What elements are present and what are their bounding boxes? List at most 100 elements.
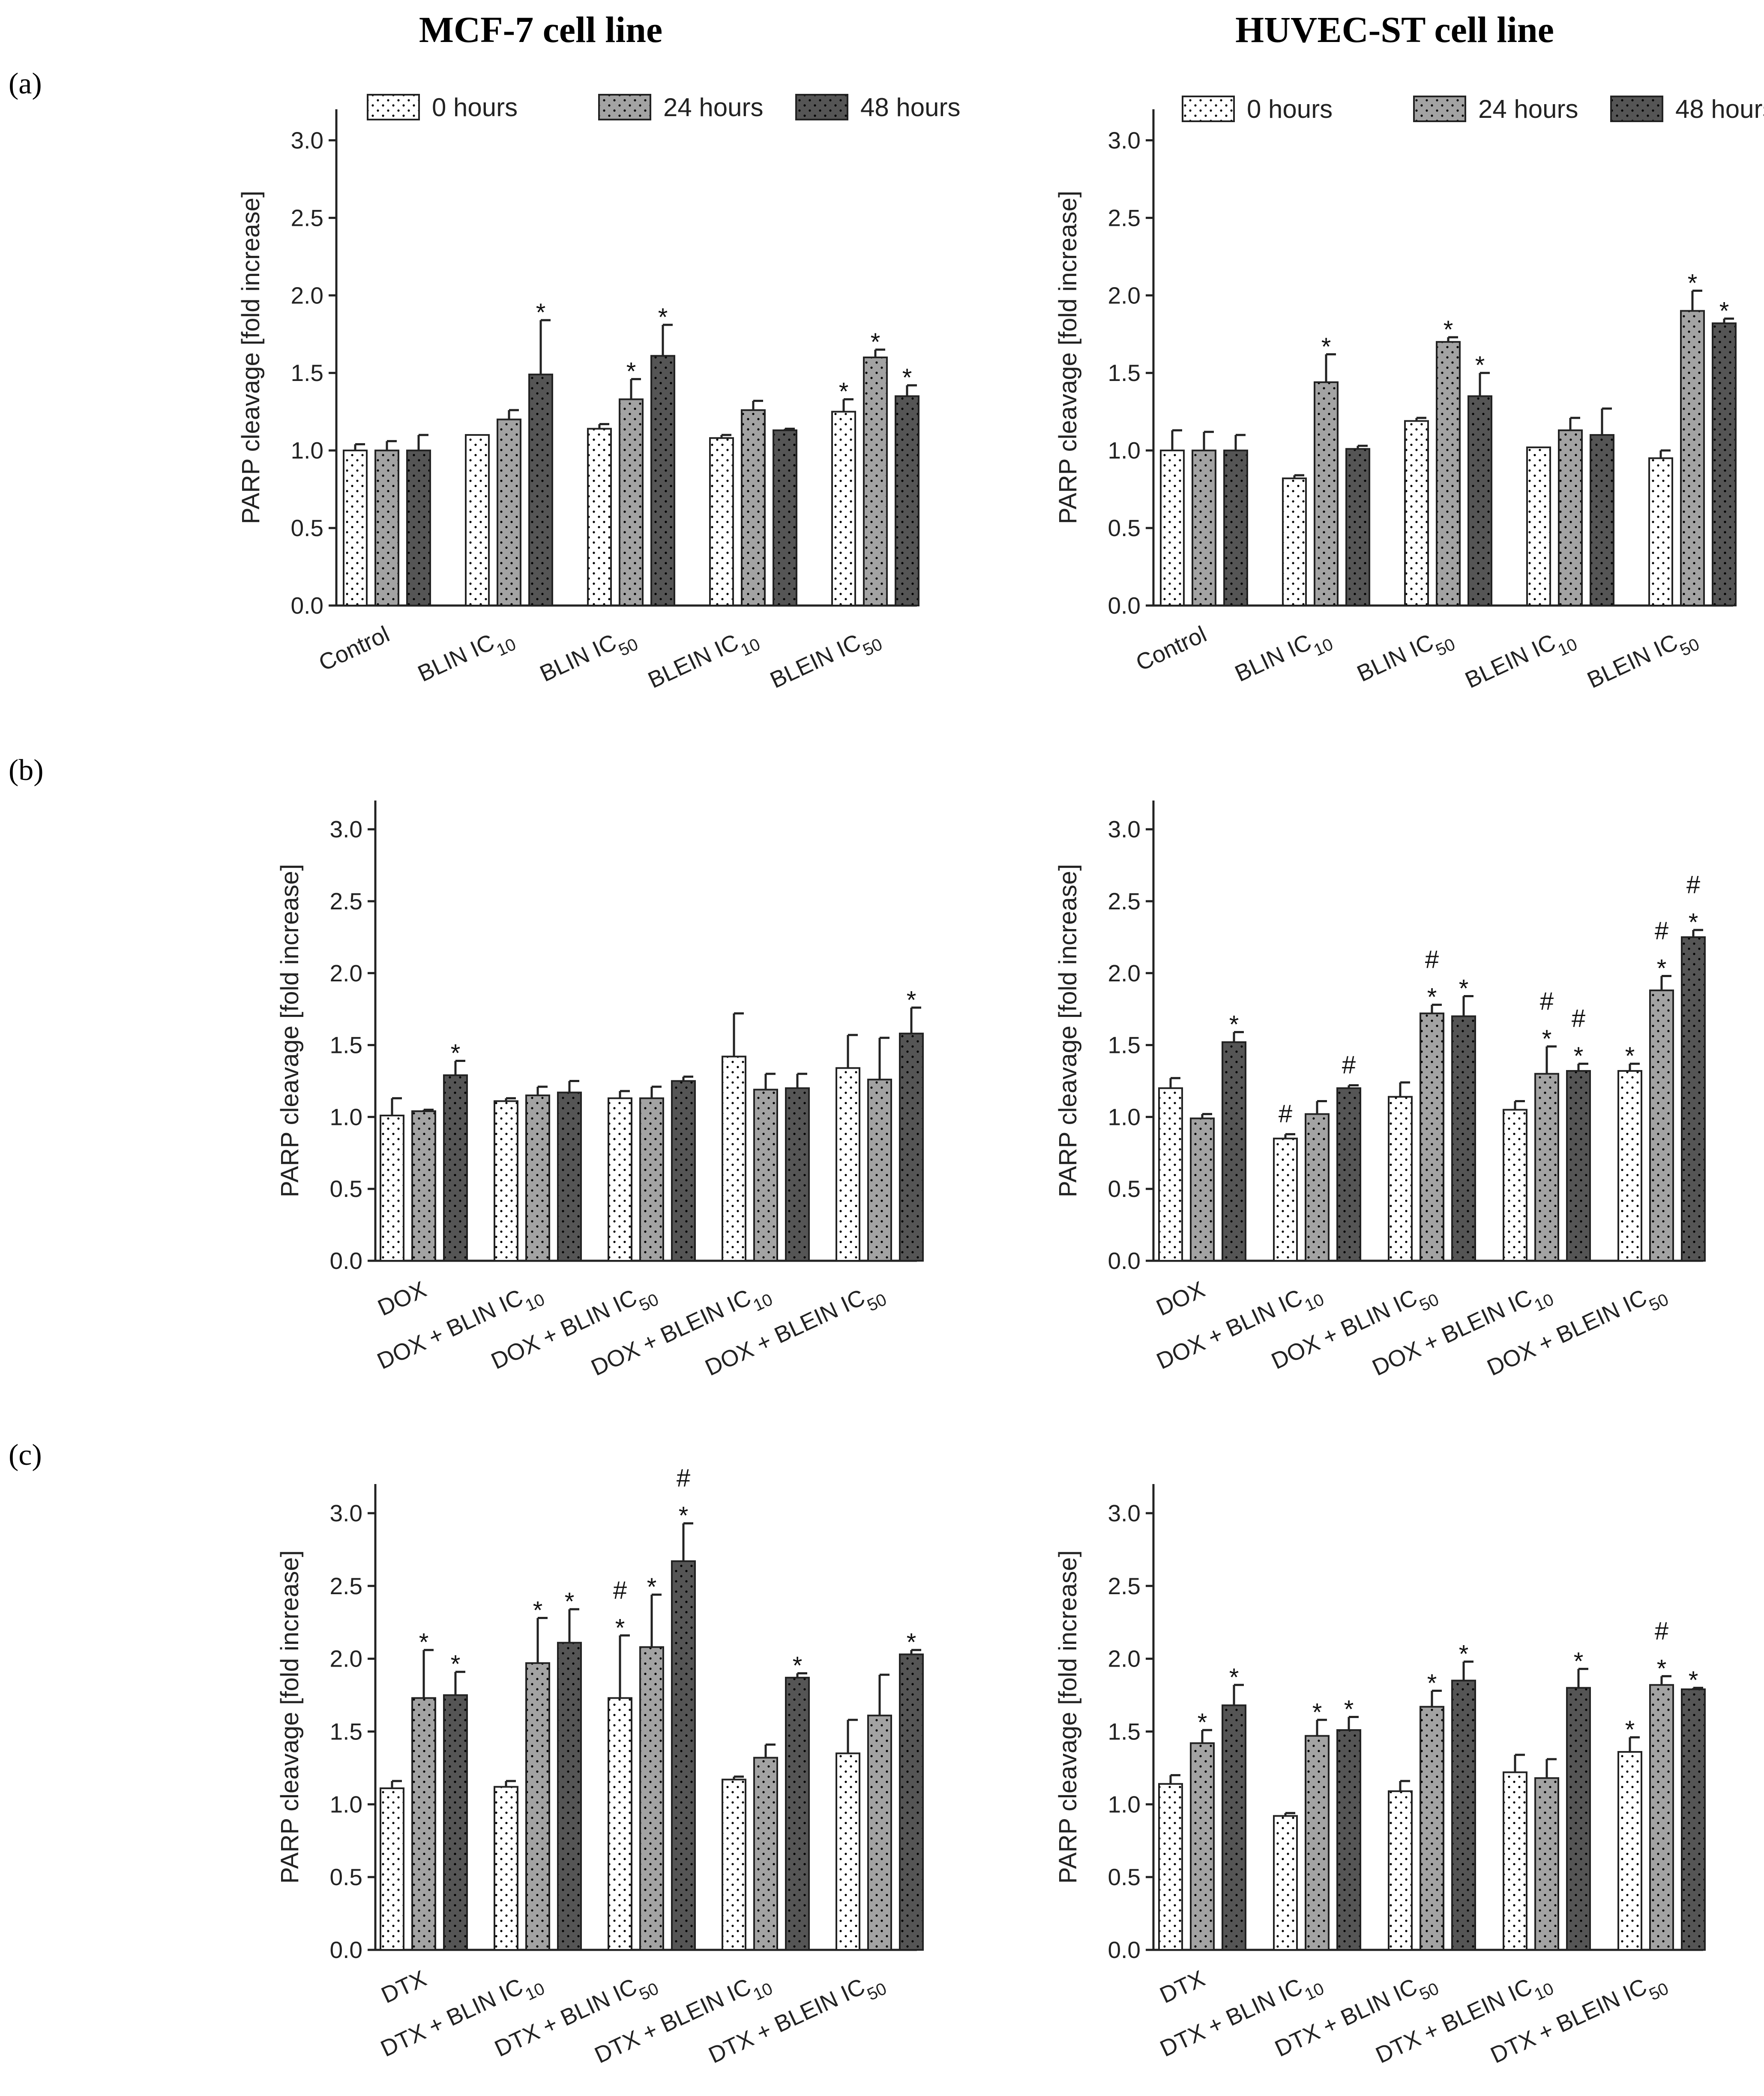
bar-48h: [773, 429, 797, 606]
significance-asterisk: *: [1475, 351, 1485, 379]
significance-asterisk: *: [871, 328, 881, 356]
bar-48h: [785, 1676, 810, 1951]
chart-a-mcf7: 0.0 0.5 1.0 1.5 2.0 2.5 3.0 PARP cleavage [fold…: [237, 109, 919, 701]
bar-48h: [899, 1653, 924, 1951]
legend-label-24h: 24 hours: [1478, 95, 1578, 123]
bar-0h: [1388, 1096, 1413, 1262]
y-axis-label: PARP cleavage [fold increase]: [1054, 191, 1082, 524]
bar-24h: [867, 1079, 892, 1262]
y-tick-label: 1.5: [1108, 360, 1141, 386]
y-tick-label: 2.5: [1108, 204, 1141, 231]
significance-hash: #: [1655, 917, 1668, 945]
bar-0h: [831, 411, 856, 606]
y-tick-label: 3.0: [291, 127, 323, 153]
y-tick-label: 0.5: [1108, 1175, 1141, 1202]
significance-asterisk: *: [1657, 1655, 1667, 1682]
y-tick-label: 1.0: [330, 1103, 362, 1130]
significance-asterisk: *: [907, 986, 916, 1014]
significance-asterisk: *: [565, 1588, 575, 1616]
bar-24h: [867, 1715, 892, 1951]
bar-0h: [1273, 1137, 1298, 1262]
bar-0h: [587, 428, 612, 607]
bar-48h: [1222, 1704, 1246, 1951]
y-tick-label: 3.0: [330, 1500, 362, 1526]
y-tick-label: 2.0: [330, 960, 362, 987]
y-tick-label: 0.0: [1108, 1937, 1141, 1963]
category-label: DOX: [374, 1276, 430, 1321]
bar-0h: [1617, 1751, 1642, 1951]
bar-0h: [343, 450, 368, 606]
legend-swatch-0h: [1182, 96, 1235, 122]
bar-24h: [863, 357, 888, 606]
bar-0h: [1158, 1087, 1183, 1262]
bar-48h: [1336, 1087, 1361, 1262]
bar-48h: [895, 395, 919, 606]
bar-0h: [1388, 1790, 1413, 1951]
bar-48h: [1223, 450, 1248, 606]
bar-24h: [1534, 1777, 1559, 1951]
legend-huvec: 0 hours 24 hours 48 hours: [1182, 95, 1764, 123]
y-tick-label: 0.0: [330, 1937, 362, 1963]
significance-asterisk: *: [1321, 333, 1331, 361]
bar-24h: [639, 1646, 664, 1951]
bar-0h: [709, 437, 734, 606]
significance-hash: #: [1572, 1005, 1585, 1032]
bar-48h: [1468, 395, 1492, 606]
bar-0h: [380, 1115, 404, 1262]
significance-asterisk: *: [658, 303, 668, 331]
bar-0h: [1282, 477, 1307, 606]
bar-0h: [1158, 1783, 1183, 1951]
y-tick-label: 1.0: [291, 437, 323, 464]
significance-asterisk: *: [1229, 1011, 1239, 1038]
y-tick-label: 3.0: [1108, 816, 1141, 843]
category-label: BLIN IC10: [1231, 621, 1336, 694]
legend-label-48h: 48 hours: [1675, 95, 1764, 123]
legend-label-0h: 0 hours: [432, 93, 518, 122]
bar-0h: [1503, 1109, 1527, 1262]
y-tick-label: 3.0: [1108, 127, 1141, 153]
category-label: DOX: [1153, 1276, 1209, 1321]
bar-24h: [525, 1662, 550, 1951]
bar-48h: [899, 1032, 924, 1262]
y-tick-label: 1.0: [1108, 1103, 1141, 1130]
category-label: BLIN IC50: [1353, 621, 1458, 694]
row-label-c: (c): [9, 1439, 42, 1472]
y-tick-label: 0.5: [291, 515, 323, 541]
y-tick-label: 0.0: [1108, 1247, 1141, 1274]
significance-asterisk: *: [1574, 1042, 1584, 1070]
legend-swatch-48h: [795, 94, 848, 120]
bar-24h: [411, 1110, 436, 1262]
y-tick-label: 1.5: [330, 1032, 362, 1058]
significance-asterisk: *: [1689, 1667, 1698, 1694]
significance-asterisk: *: [679, 1502, 689, 1530]
bar-48h: [671, 1080, 696, 1262]
significance-asterisk: *: [1459, 1640, 1469, 1668]
category-label: Control: [315, 621, 393, 676]
category-label: BLIN IC10: [414, 621, 519, 694]
y-tick-label: 0.0: [291, 592, 323, 619]
y-tick-label: 1.5: [330, 1718, 362, 1745]
significance-asterisk: *: [1198, 1709, 1207, 1736]
bar-48h: [1345, 448, 1370, 606]
legend-swatch-0h: [367, 94, 420, 120]
bar-24h: [1649, 1684, 1674, 1951]
bar-24h: [741, 409, 766, 606]
bar-48h: [406, 450, 431, 606]
bar-24h: [1192, 450, 1216, 606]
bar-48h: [1590, 434, 1614, 606]
significance-asterisk: *: [907, 1628, 916, 1656]
bar-24h: [1190, 1742, 1215, 1951]
category-label: BLEIN IC10: [1461, 621, 1580, 701]
y-tick-label: 2.0: [1108, 1646, 1141, 1672]
y-tick-label: 0.5: [1108, 1864, 1141, 1890]
bar-0h: [494, 1100, 518, 1262]
row-label-b: (b): [9, 754, 44, 787]
bar-24h: [1190, 1117, 1215, 1262]
significance-asterisk: *: [647, 1573, 657, 1601]
bar-48h: [1222, 1041, 1246, 1262]
significance-asterisk: *: [533, 1597, 543, 1625]
bar-24h: [753, 1088, 778, 1262]
bar-24h: [639, 1097, 664, 1262]
significance-asterisk: *: [1542, 1025, 1552, 1053]
